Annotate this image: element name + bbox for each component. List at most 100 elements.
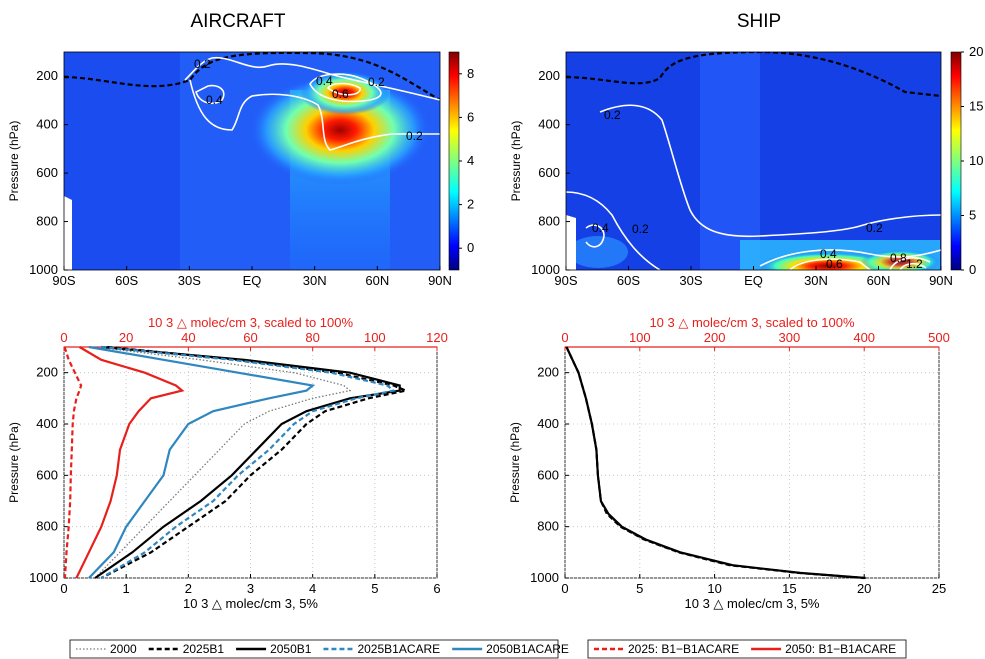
colorbar-tick-label: 6 [467,109,474,124]
aircraft-heatmap-axes: 90S 60S 30S EQ 30N 60N 90N 200 400 600 800 1000 Pres… [7,68,452,288]
contour-label: 0.2 [368,75,385,89]
legend-label: 2050: B1−B1ACARE [785,642,896,656]
x-tick-label: 60N [867,273,891,288]
contour-label: 0.4 [206,93,223,107]
y-tick-label: 600 [36,165,58,180]
contour-label: 0.2 [866,221,883,235]
y-tick-label: 800 [538,214,560,229]
legend-label: 2025B1 [183,642,225,656]
legend-label: 2050B1ACARE [486,642,569,656]
contour-label: 0.2 [632,222,649,236]
top-x-tick-label: 0 [60,330,67,345]
y-axis-label: Pressure (hPa) [508,422,522,503]
contour-label: 0.4 [820,247,837,261]
top-x-tick-label: 200 [704,330,726,345]
ship-heatmap [566,52,941,270]
x-tick-label: EQ [243,273,262,288]
y-tick-label: 400 [36,416,58,431]
x-tick-label: 60N [365,273,389,288]
top-x-axis-label: 10 3 △ molec/cm 3, scaled to 100% [148,315,354,330]
ship-title: SHIP [737,11,781,32]
x-tick-label: 90N [929,273,953,288]
x-tick-label: 2 [185,581,192,596]
series-line [565,346,866,580]
x-tick-label: EQ [744,273,763,288]
y-tick-label: 1000 [531,262,560,277]
top-x-tick-label: 60 [243,330,257,345]
aircraft-title: AIRCRAFT [191,11,286,32]
x-tick-label: 6 [433,581,440,596]
top-x-tick-label: 500 [928,330,950,345]
colorbar-tick-label: 0 [467,240,474,255]
ship-heatmap-axes: 90S 60S 30S EQ 30N 60N 90N 200 400 600 800 1000 Pres… [509,68,953,288]
plot-frame [564,346,940,579]
x-tick-label: 4 [309,581,316,596]
series-line [94,346,352,579]
colorbar-tick-label: 5 [969,208,976,223]
y-axis-label: Pressure (hPa) [7,121,21,202]
y-tick-label: 600 [36,467,58,482]
contour-label: 0.2 [194,57,211,71]
aircraft-heatmap [64,52,440,270]
y-axis-label: Pressure (hPa) [509,121,523,202]
x-tick-label: 60S [115,273,138,288]
x-tick-label: 20 [857,581,871,596]
x-tick-label: 90S [554,273,577,288]
ship-colorbar [950,51,962,271]
series-line [63,346,83,579]
top-x-tick-label: 0 [561,330,568,345]
x-tick-label: 5 [636,581,643,596]
aircraft-contour-labels: 0.2 0.4 0.4 0.6 0.2 0.2 [194,57,423,143]
contour-label: 0.6 [826,257,843,271]
series-line [100,345,410,579]
colorbar-tick-label: 8 [467,66,474,81]
legend-label: 2025B1ACARE [357,642,440,656]
x-tick-label: 15 [782,581,796,596]
top-x-tick-label: 300 [779,330,801,345]
legend-box [69,639,559,659]
top-x-tick-label: 400 [853,330,875,345]
aircraft-colorbar-ticks: 0 2 4 6 8 [459,66,474,255]
top-x-tick-label: 20 [119,330,133,345]
colorbar-tick-label: 4 [467,153,474,168]
legend-label: 2050B1 [270,642,312,656]
x-tick-label: 10 [707,581,721,596]
x-tick-label: 25 [932,581,946,596]
contour-label: 0.4 [316,74,333,88]
x-tick-label: 90N [428,273,452,288]
x-tick-label: 1 [123,581,130,596]
x-tick-label: 30S [178,273,201,288]
legend-label: 2025: B1−B1ACARE [628,642,739,656]
colorbar-tick-label: 20 [969,44,983,59]
x-tick-label: 5 [371,581,378,596]
x-tick-label: 0 [561,581,568,596]
y-tick-label: 600 [537,467,559,482]
y-tick-label: 200 [36,68,58,83]
contour-label: 1.2 [906,257,923,271]
x-tick-label: 30S [679,273,702,288]
colorbar-tick-label: 15 [969,99,983,114]
series-line [75,346,185,579]
top-x-tick-label: 120 [426,330,448,345]
top-x-tick-label: 40 [181,330,195,345]
x-tick-label: 3 [247,581,254,596]
top-x-tick-label: 100 [364,330,386,345]
series-line [88,345,316,579]
series-line [100,345,396,579]
contour-label: 0.6 [332,87,349,101]
ship-contour-labels: 0.2 0.2 0.2 0.4 0.4 0.6 0.8 1.2 [592,108,923,271]
y-tick-label: 400 [538,117,560,132]
colorbar-tick-label: 0 [969,262,976,277]
colorbar-tick-label: 10 [969,153,983,168]
top-x-tick-label: 100 [629,330,651,345]
aircraft-colorbar [448,51,460,271]
contour-label: 0.2 [406,129,423,143]
x-tick-label: 30N [804,273,828,288]
y-tick-label: 400 [537,416,559,431]
x-tick-label: 60S [617,273,640,288]
y-tick-label: 800 [537,519,559,534]
x-axis-label: 10 3 △ molec/cm 3, 5% [685,596,820,611]
